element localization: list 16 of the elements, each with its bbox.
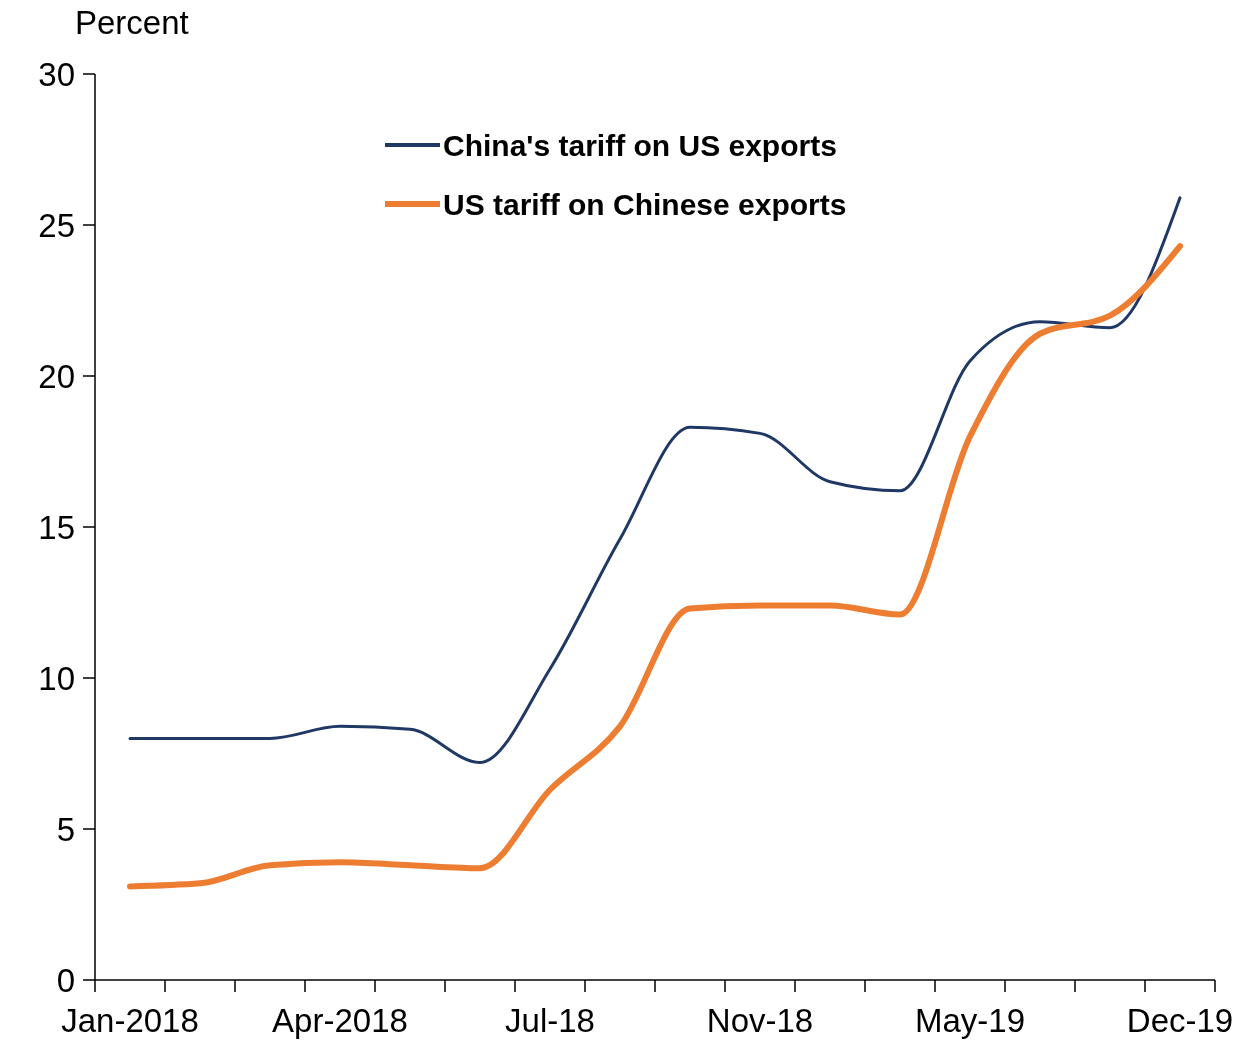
x-tick-label: Dec-19 — [1126, 1002, 1234, 1039]
x-tick-label: Nov-18 — [706, 1002, 814, 1039]
x-tick-label: Jul-18 — [505, 1002, 595, 1039]
legend-label: China's tariff on US exports — [443, 128, 837, 162]
x-tick-label: Jan-2018 — [61, 1002, 199, 1039]
y-axis-title: Percent — [75, 4, 189, 41]
y-tick-label: 20 — [38, 357, 75, 395]
y-tick-label: 5 — [56, 810, 75, 848]
y-tick-label: 15 — [38, 508, 75, 546]
y-tick-label: 10 — [38, 659, 75, 697]
y-tick-label: 25 — [38, 206, 75, 244]
x-tick-label: May-19 — [914, 1002, 1026, 1039]
legend-label: US tariff on Chinese exports — [443, 187, 847, 221]
x-tick-label: Apr-2018 — [272, 1002, 408, 1039]
y-tick-label: 0 — [56, 961, 75, 999]
y-tick-label: 30 — [38, 55, 75, 93]
